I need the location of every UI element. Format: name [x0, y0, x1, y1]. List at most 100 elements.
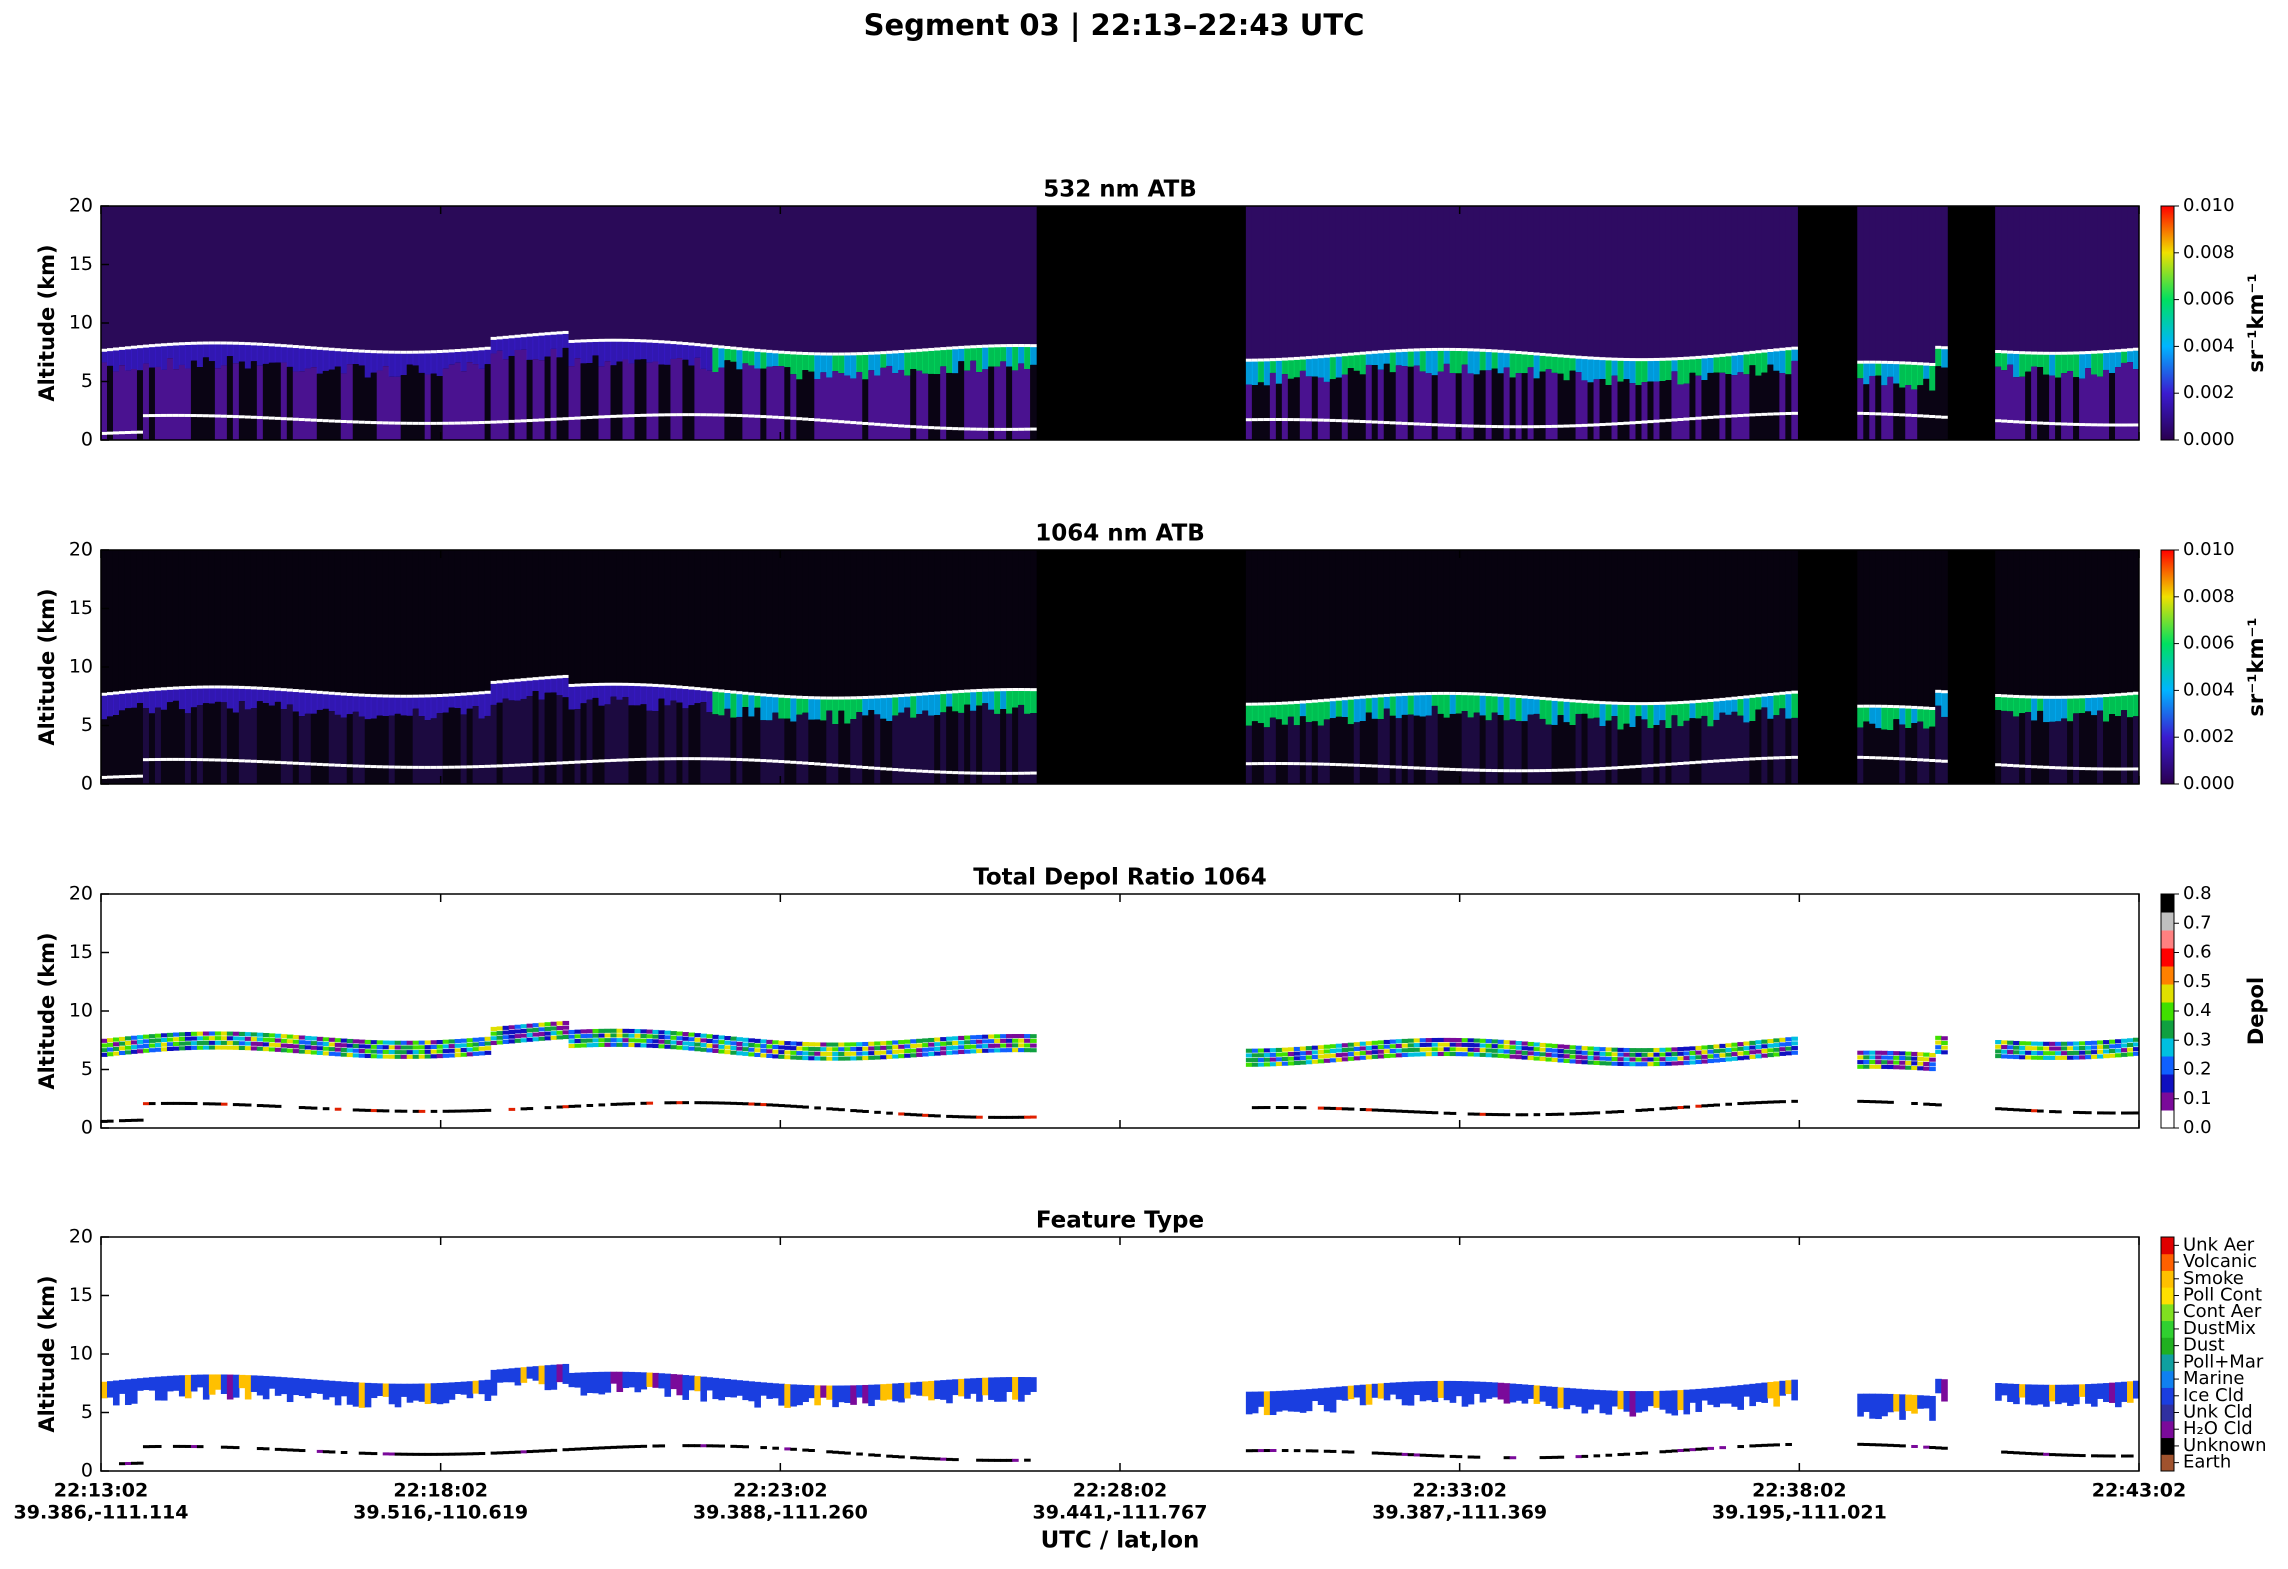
- cloud-top: [1449, 347, 1457, 351]
- ground: [196, 1445, 204, 1449]
- subcloud: [292, 371, 300, 440]
- depol-cell: [592, 1043, 600, 1048]
- depol-cell: [1515, 1055, 1523, 1060]
- ground: [358, 764, 366, 768]
- cloud: [208, 343, 216, 362]
- subcloud: [760, 368, 767, 440]
- feature-cell: [742, 1380, 749, 1401]
- ground: [844, 1451, 851, 1455]
- depol-cell: [1335, 1043, 1343, 1048]
- ground: [364, 420, 372, 424]
- feature-cell: [1317, 1388, 1325, 1405]
- subcloud: [178, 709, 186, 784]
- cloud-top: [844, 696, 851, 700]
- sky: [784, 206, 791, 354]
- depol-cell: [604, 1033, 612, 1038]
- cloud: [526, 679, 534, 697]
- depol-cell: [796, 1041, 803, 1046]
- cloud: [1305, 358, 1313, 377]
- cloud: [478, 693, 486, 719]
- ground: [160, 413, 168, 417]
- cloud: [274, 345, 282, 363]
- sky: [172, 206, 180, 345]
- ground: [706, 1101, 713, 1105]
- cloud-top: [598, 338, 606, 342]
- ground: [448, 1109, 456, 1113]
- cloud-top: [2067, 351, 2074, 355]
- ground: [1773, 1443, 1780, 1447]
- depol-cell: [334, 1042, 342, 1047]
- subcloud: [238, 361, 246, 440]
- ground: [328, 763, 336, 767]
- ground: [496, 764, 504, 768]
- sky: [1593, 206, 1601, 359]
- sky: [598, 550, 606, 685]
- ground: [1617, 766, 1625, 770]
- feature-cell: [388, 1383, 396, 1405]
- depol-cell: [101, 1038, 108, 1043]
- cloud-top: [1018, 344, 1025, 348]
- depol-cell: [1749, 1054, 1756, 1059]
- ground: [1473, 1455, 1481, 1459]
- cloud: [1929, 708, 1936, 727]
- ground: [1311, 1449, 1319, 1453]
- feature-cell: [256, 1375, 264, 1396]
- ground: [1731, 414, 1738, 418]
- subcloud: [1521, 721, 1529, 784]
- ground: [640, 413, 648, 417]
- y-tick-label: 20: [69, 539, 93, 561]
- cloud-top: [676, 341, 684, 345]
- depol-cell: [2025, 1055, 2032, 1060]
- ground: [142, 758, 150, 762]
- cloud: [1605, 703, 1613, 721]
- sky: [2019, 206, 2026, 354]
- cloud: [1383, 351, 1391, 364]
- ground: [718, 1444, 725, 1448]
- depol-cell: [1509, 1049, 1517, 1055]
- depol-cell: [1707, 1049, 1715, 1054]
- subcloud: [220, 365, 228, 440]
- ground: [1006, 1115, 1013, 1119]
- feature-cell: [820, 1385, 827, 1398]
- colorbar-cell: [2161, 1002, 2174, 1021]
- ground: [2127, 423, 2134, 427]
- feature-cell: [682, 1375, 690, 1400]
- feature-cell: [580, 1372, 588, 1396]
- cloud-top: [2061, 351, 2068, 355]
- cloud: [310, 348, 318, 368]
- depol-cell: [1575, 1059, 1583, 1064]
- legend-label: Poll Cont: [2183, 1285, 2262, 1306]
- depol-cell: [1000, 1038, 1007, 1043]
- depol-cell: [304, 1040, 312, 1045]
- depol-cell: [622, 1033, 630, 1038]
- depol-cell: [160, 1037, 168, 1043]
- depol-cell: [2061, 1046, 2068, 1051]
- ground: [1641, 764, 1649, 768]
- cloud: [172, 344, 180, 370]
- ground: [316, 418, 324, 422]
- depol-cell: [1575, 1055, 1583, 1060]
- subcloud: [472, 706, 480, 784]
- cloud-top: [1485, 349, 1493, 353]
- cloud-top: [1389, 349, 1397, 353]
- depol-cell: [1455, 1038, 1463, 1043]
- feature-cell: [1455, 1381, 1463, 1397]
- depol-cell: [502, 1030, 510, 1035]
- sky: [952, 206, 959, 349]
- depol-cell: [1437, 1051, 1445, 1057]
- cloud-top: [490, 336, 498, 340]
- cloud-top: [1737, 352, 1744, 356]
- feature-cell: [952, 1379, 959, 1396]
- cloud-top: [1707, 354, 1715, 358]
- cloud-top: [502, 679, 510, 683]
- cloud-top: [2079, 695, 2086, 699]
- depol-cell: [184, 1036, 192, 1041]
- depol-cell: [154, 1033, 162, 1038]
- depol-cell: [478, 1051, 486, 1056]
- ground: [1773, 412, 1780, 416]
- subcloud: [622, 359, 630, 440]
- sky: [982, 550, 989, 691]
- depol-cell: [1491, 1044, 1499, 1049]
- subcloud: [274, 362, 282, 440]
- feature-cell: [328, 1380, 336, 1398]
